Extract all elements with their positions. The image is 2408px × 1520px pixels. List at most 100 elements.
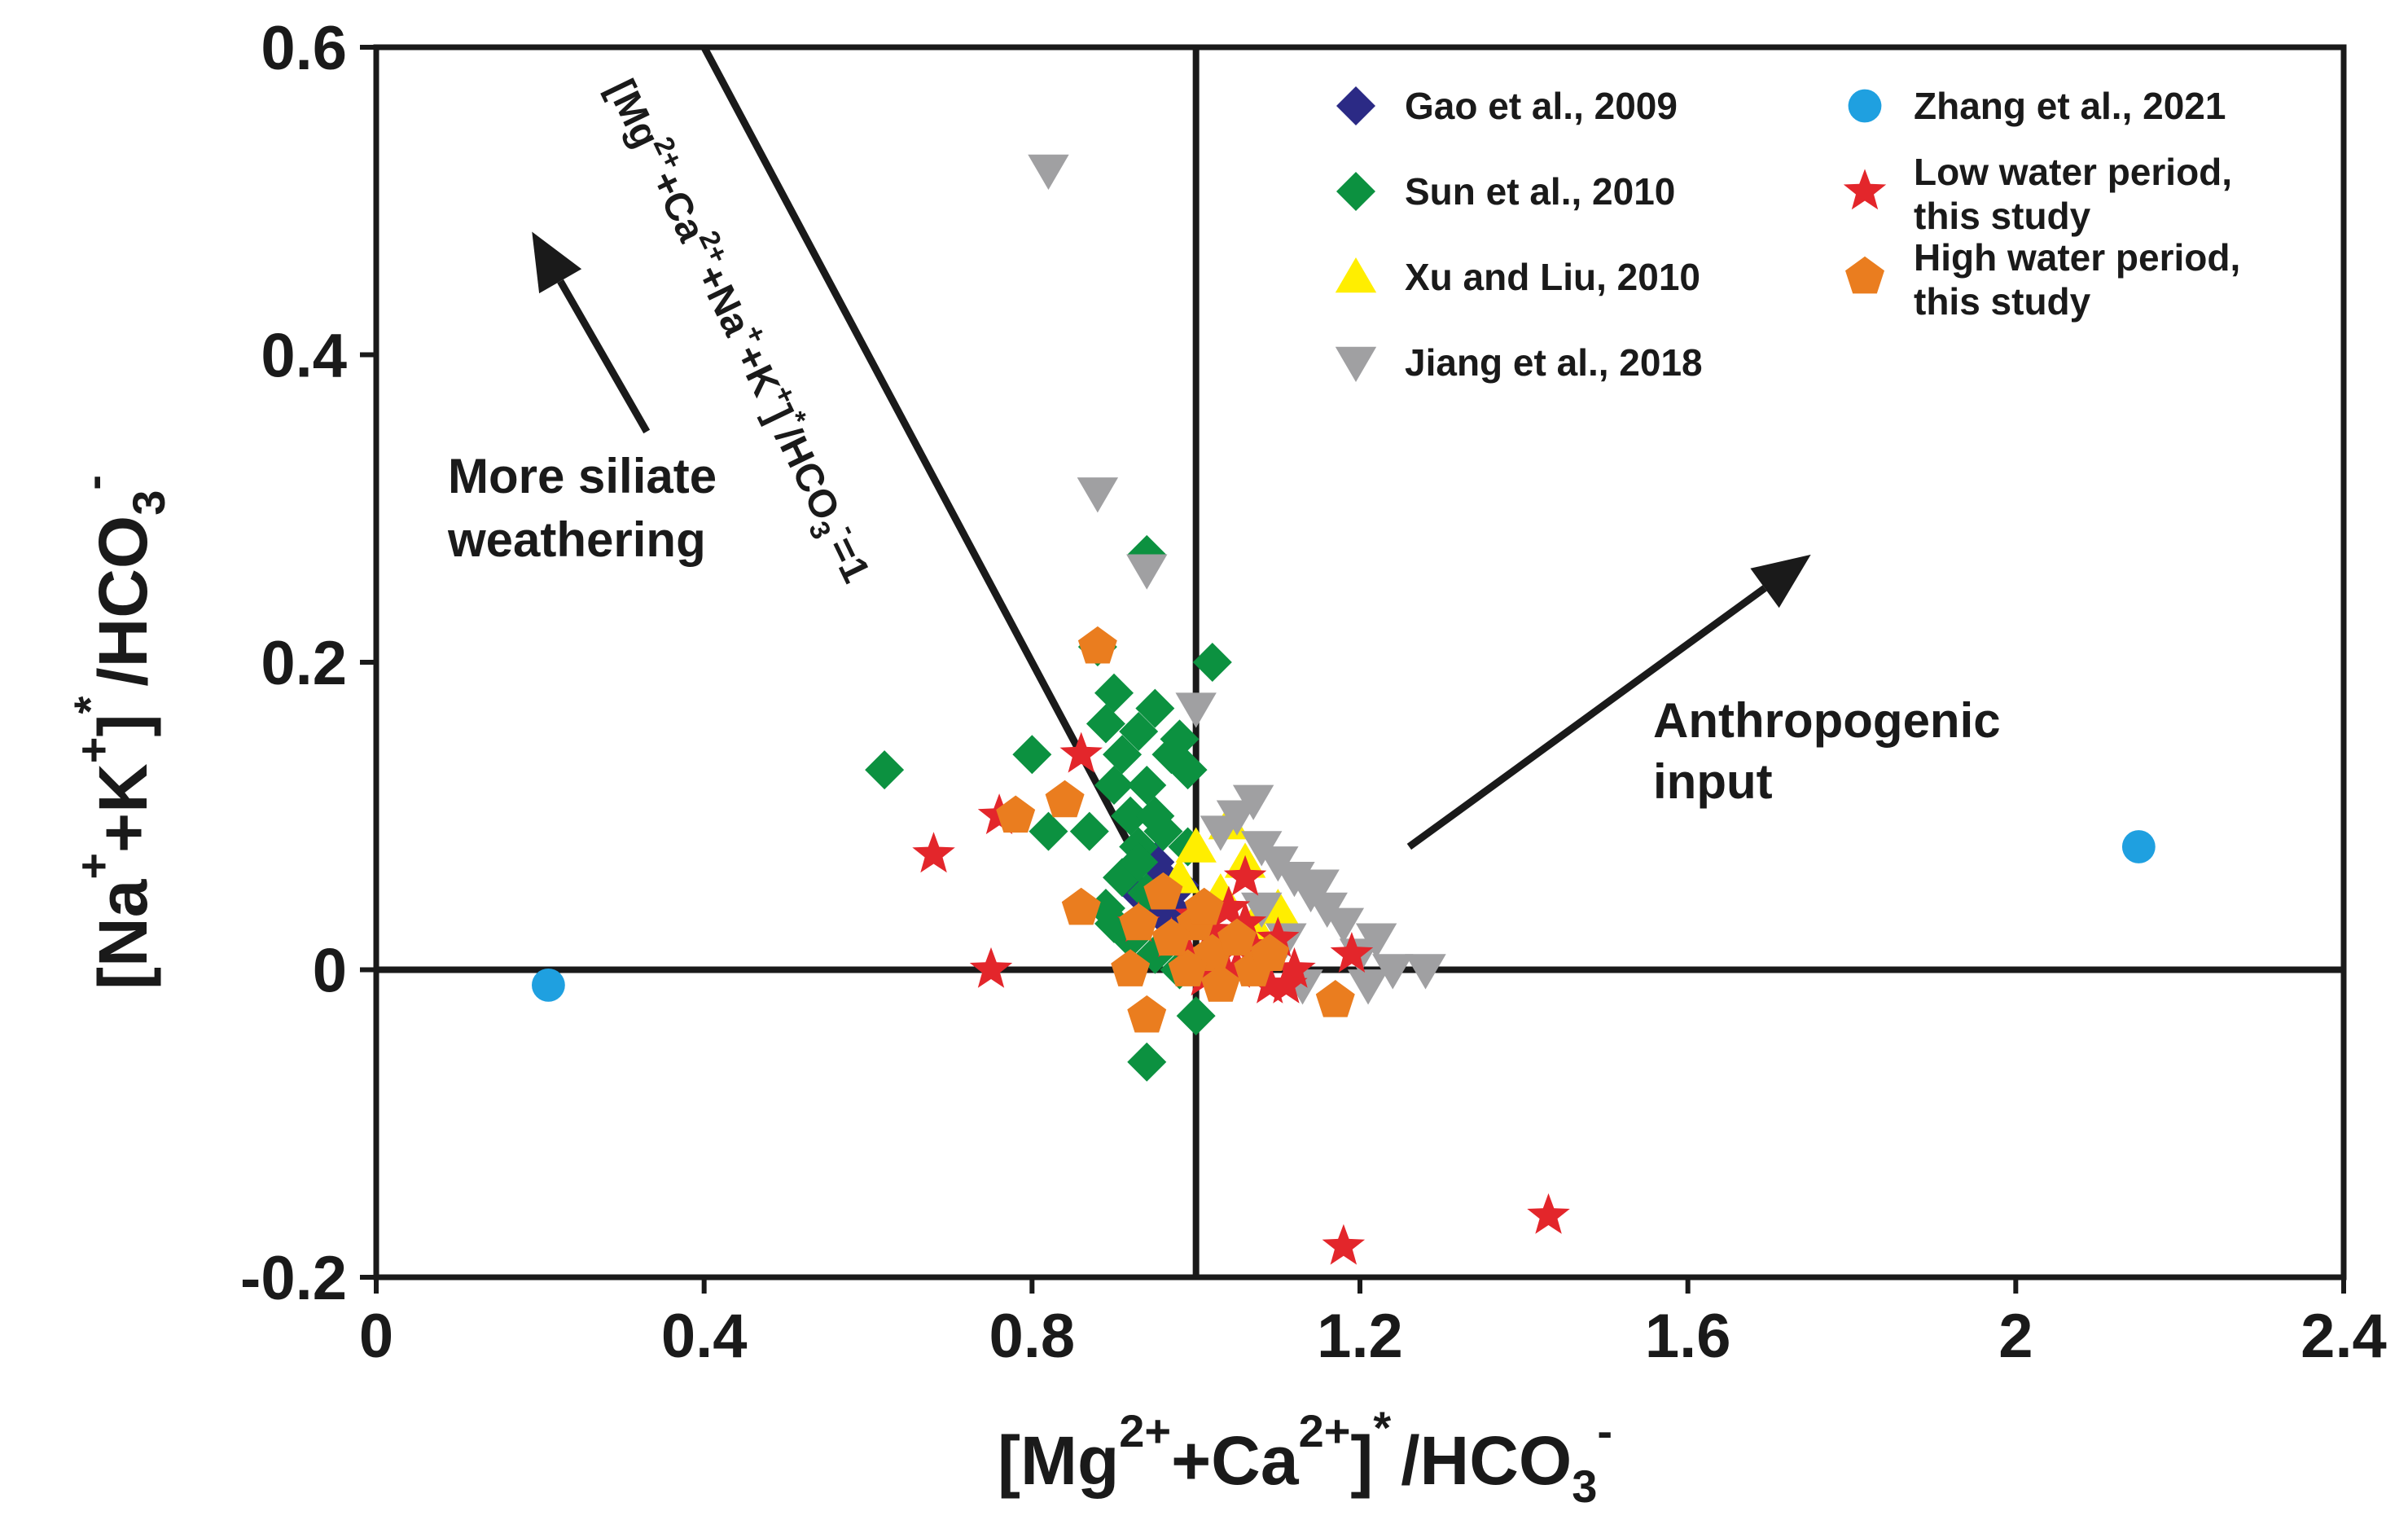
x-tick-label: 0.8 [989,1302,1076,1371]
point-sun-et-al-2010 [1127,1042,1167,1082]
point-high-water-period-this-study [1250,934,1290,971]
arrow-head-1 [532,231,582,294]
data-points [532,154,2156,1265]
point-low-water-period-this-study [1231,924,1275,965]
point-low-water-period-this-study [1248,962,1292,1004]
point-jiang-et-al-2018 [1200,815,1242,851]
point-sun-et-al-2010 [1012,735,1052,775]
point-xu-and-liu-2010 [1175,827,1217,863]
y-tick-label: 0 [313,937,347,1006]
point-sun-et-al-2010 [1103,735,1143,775]
point-zhang-et-al-2021 [2121,830,2156,863]
point-low-water-period-this-study [1191,908,1234,950]
legend-3-marker [1335,257,1377,293]
x-tick-label: 0.4 [661,1302,748,1371]
point-low-water-period-this-study [1322,1223,1366,1265]
legend-1-marker [1336,86,1375,125]
point-sun-et-al-2010 [1176,996,1216,1036]
point-high-water-period-this-study [1184,887,1224,925]
annotation-silicate-line2: weathering [447,512,706,567]
legend-5-marker [1848,89,1882,123]
point-high-water-period-this-study [1315,980,1355,1017]
point-low-water-period-this-study [912,832,955,873]
point-sun-et-al-2010 [1168,750,1208,790]
point-sun-et-al-2010 [1135,688,1175,728]
point-high-water-period-this-study [1119,903,1159,941]
legend: Gao et al., 2009 Sun et al., 2010 Xu and L… [1335,85,2240,384]
legend-7-marker [1845,256,1884,294]
annotation-anthropogenic-line2: input [1653,754,1773,809]
point-high-water-period-this-study [996,795,1036,833]
y-tick-label: 0.2 [261,629,347,698]
point-low-water-period-this-study [1182,955,1226,996]
point-low-water-period-this-study [1223,901,1267,942]
y-tick-label: -0.2 [240,1244,347,1313]
x-tick-label: 1.2 [1317,1302,1403,1371]
point-high-water-period-this-study [1200,964,1240,1002]
x-tick-label: 1.6 [1645,1302,1731,1371]
x-axis-title: [Mg2++Ca2+]*/HCO3- [998,1402,1612,1512]
point-jiang-et-al-2018 [1175,692,1217,728]
legend-3-label: Xu and Liu, 2010 [1405,256,1700,298]
arrow-shaft-2 [1406,585,1767,850]
point-sun-et-al-2010 [1086,704,1125,744]
point-low-water-period-this-study [1059,731,1103,773]
point-high-water-period-this-study [1045,780,1085,818]
y-tick-label: 0.4 [261,322,347,391]
legend-6-label-line2: this study [1914,195,2091,237]
point-jiang-et-al-2018 [1028,154,1069,190]
point-jiang-et-al-2018 [1322,907,1365,943]
point-sun-et-al-2010 [1160,719,1200,759]
point-jiang-et-al-2018 [1241,892,1283,928]
legend-6-label: Low water period, [1914,151,2232,193]
point-sun-et-al-2010 [1029,811,1068,851]
point-sun-et-al-2010 [1069,811,1109,851]
legend-1-label: Gao et al., 2009 [1405,85,1678,127]
arrows [532,231,1811,850]
ref-line-sum-equals-1 [700,45,1134,849]
point-high-water-period-this-study [1151,918,1191,956]
point-low-water-period-this-study [1257,916,1300,958]
y-axis-title: [Na++K+]*/HCO3- [64,475,174,990]
point-low-water-period-this-study [1273,947,1316,988]
point-sun-et-al-2010 [1119,842,1159,882]
x-tick-label: 0 [359,1302,393,1371]
legend-6-marker [1843,169,1887,210]
point-jiang-et-al-2018 [1372,954,1414,990]
axis-ticks: 0 0.4 0.8 1.2 1.6 2 2.4-0.200.20.40.6 [240,14,2387,1371]
point-high-water-period-this-study [1077,626,1117,664]
point-sun-et-al-2010 [1119,711,1159,751]
point-sun-et-al-2010 [1192,643,1232,682]
point-jiang-et-al-2018 [1077,477,1119,513]
point-high-water-period-this-study [1061,887,1101,925]
point-sun-et-al-2010 [865,750,905,790]
y-tick-label: 0.6 [261,14,347,83]
point-high-water-period-this-study [1127,995,1167,1033]
legend-2-label: Sun et al., 2010 [1405,170,1675,213]
point-jiang-et-al-2018 [1405,954,1446,990]
point-low-water-period-this-study [969,947,1013,988]
x-tick-label: 2.4 [2301,1302,2387,1371]
point-jiang-et-al-2018 [1298,869,1340,905]
point-jiang-et-al-2018 [1347,969,1389,1005]
point-low-water-period-this-study [1207,885,1251,927]
point-high-water-period-this-study [1111,949,1151,986]
point-low-water-period-this-study [1527,1193,1570,1234]
point-low-water-period-this-study [1265,962,1308,1004]
legend-7-label-line2: this study [1914,280,2091,323]
point-low-water-period-this-study [1330,932,1374,973]
point-sun-et-al-2010 [1127,766,1167,805]
legend-5-label: Zhang et al., 2021 [1914,85,2226,127]
point-sun-et-al-2010 [1094,766,1134,805]
x-tick-label: 2 [1998,1302,2033,1371]
legend-2-marker [1336,172,1375,211]
legend-4-label: Jiang et al., 2018 [1405,341,1703,384]
point-high-water-period-this-study [1217,918,1257,956]
point-low-water-period-this-study [1223,854,1267,896]
point-sun-et-al-2010 [1094,673,1134,713]
arrow-shaft-1 [557,279,651,434]
point-jiang-et-al-2018 [1126,554,1168,590]
point-high-water-period-this-study [1143,872,1183,910]
point-sun-et-al-2010 [1143,811,1183,851]
